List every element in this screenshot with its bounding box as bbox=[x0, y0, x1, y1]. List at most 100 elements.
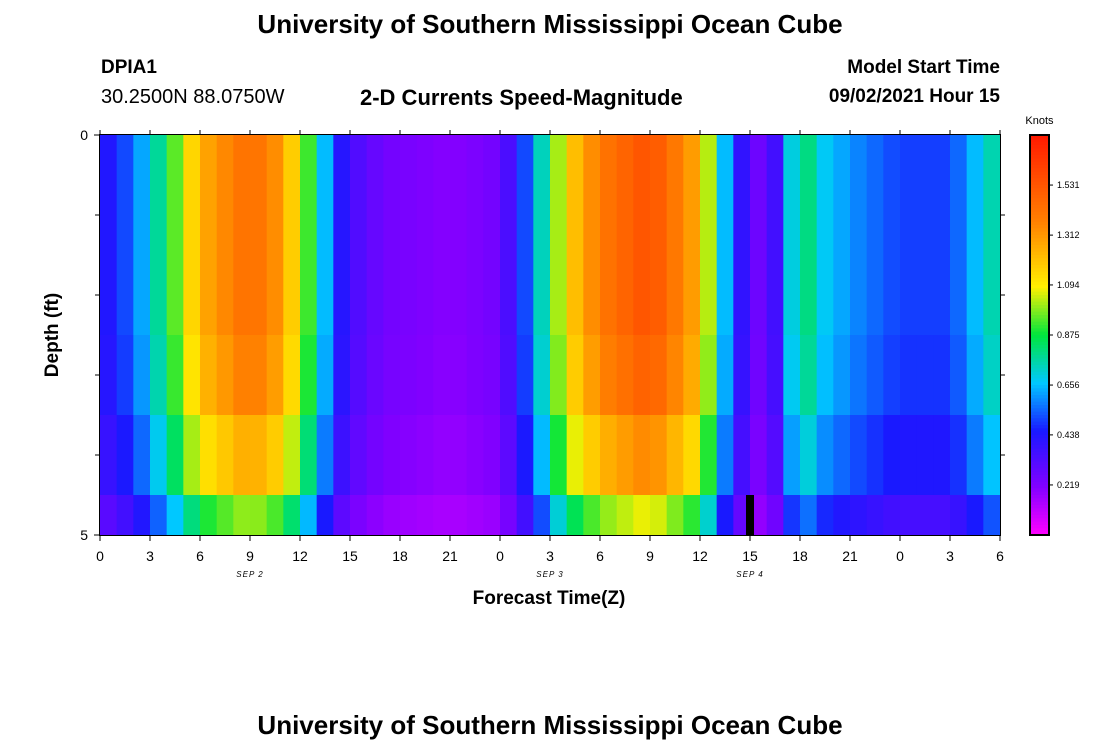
colorbar-segment bbox=[1030, 211, 1049, 216]
colorbar-unit: Knots bbox=[1025, 115, 1054, 127]
heatmap-cell bbox=[150, 135, 168, 176]
heatmap-cell bbox=[816, 175, 834, 256]
heatmap-cell bbox=[500, 175, 518, 256]
heatmap-cell bbox=[700, 335, 718, 416]
colorbar-segment bbox=[1030, 228, 1049, 233]
heatmap-cell bbox=[383, 335, 401, 416]
heatmap-cell bbox=[566, 135, 584, 176]
heatmap-cell bbox=[700, 495, 718, 536]
colorbar-segment bbox=[1030, 185, 1049, 189]
colorbar-segment bbox=[1030, 378, 1049, 383]
x-tick-label: 6 bbox=[196, 548, 204, 564]
heatmap-cell bbox=[183, 255, 201, 336]
heatmap-cell bbox=[250, 255, 268, 336]
heatmap-cell bbox=[850, 335, 868, 416]
heatmap-cell bbox=[733, 135, 751, 176]
colorbar-segment bbox=[1030, 348, 1049, 353]
heatmap-cell bbox=[716, 335, 734, 416]
colorbar-segment bbox=[1030, 268, 1049, 273]
heatmap-cell bbox=[133, 415, 151, 496]
heatmap-cell bbox=[216, 415, 234, 496]
heatmap-cell bbox=[250, 495, 268, 536]
y-axis-title: Depth (ft) bbox=[42, 293, 63, 377]
heatmap-cell bbox=[900, 415, 918, 496]
heatmap-cell bbox=[750, 175, 768, 256]
heatmap-cell bbox=[550, 335, 568, 416]
colorbar-segment bbox=[1030, 461, 1049, 466]
heatmap-cell bbox=[266, 415, 284, 496]
heatmap-cell bbox=[250, 135, 268, 176]
colorbar-segment bbox=[1030, 175, 1049, 179]
colorbar-segment bbox=[1030, 178, 1049, 183]
heatmap-cell bbox=[416, 335, 434, 416]
heatmap-cell bbox=[616, 175, 634, 256]
heatmap-cell bbox=[166, 255, 184, 336]
heatmap-cell bbox=[983, 135, 1001, 176]
heatmap-cell bbox=[833, 135, 851, 176]
heatmap-cell bbox=[300, 335, 318, 416]
heatmap-cell bbox=[300, 255, 318, 336]
heatmap-cell bbox=[550, 135, 568, 176]
heatmap-cell bbox=[483, 175, 501, 256]
heatmap-cell bbox=[800, 335, 818, 416]
heatmap-cell bbox=[866, 255, 884, 336]
heatmap-cell bbox=[650, 415, 668, 496]
colorbar-segment bbox=[1030, 415, 1049, 419]
heatmap-cell bbox=[700, 175, 718, 256]
heatmap-cell bbox=[333, 175, 351, 256]
colorbar-segment bbox=[1030, 341, 1049, 346]
heatmap-cell bbox=[900, 175, 918, 256]
heatmap-cell bbox=[400, 415, 418, 496]
heatmap-cell bbox=[683, 335, 701, 416]
heatmap-cell bbox=[683, 135, 701, 176]
heatmap-cell bbox=[916, 335, 934, 416]
heatmap-cell bbox=[150, 255, 168, 336]
x-date-label: SEP 2 bbox=[236, 570, 263, 579]
x-tick-label: 0 bbox=[896, 548, 904, 564]
heatmap-cell bbox=[766, 335, 784, 416]
heatmap-cell bbox=[850, 255, 868, 336]
heatmap-cell bbox=[100, 255, 118, 336]
colorbar-segment bbox=[1030, 245, 1049, 249]
colorbar-segment bbox=[1030, 295, 1049, 299]
colorbar-segment bbox=[1030, 381, 1049, 386]
heatmap-cell bbox=[366, 495, 384, 536]
colorbar-segment bbox=[1030, 391, 1049, 396]
heatmap-cell bbox=[850, 135, 868, 176]
heatmap-cell bbox=[550, 175, 568, 256]
heatmap-cell bbox=[650, 255, 668, 336]
heatmap-cell bbox=[233, 135, 251, 176]
colorbar-segment bbox=[1030, 308, 1049, 313]
heatmap-cell bbox=[966, 415, 984, 496]
heatmap-cell bbox=[333, 415, 351, 496]
heatmap-cell bbox=[383, 255, 401, 336]
colorbar-segment bbox=[1030, 508, 1049, 513]
heatmap-cell bbox=[383, 495, 401, 536]
heatmap-cell bbox=[433, 335, 451, 416]
heatmap-cell bbox=[766, 135, 784, 176]
heatmap-cell bbox=[783, 335, 801, 416]
colorbar-label: 0.875 bbox=[1057, 330, 1080, 340]
colorbar-segment bbox=[1030, 298, 1049, 303]
heatmap-cell bbox=[416, 415, 434, 496]
heatmap-cell bbox=[183, 335, 201, 416]
heatmap-cell bbox=[483, 335, 501, 416]
colorbar-segment bbox=[1030, 475, 1049, 479]
colorbar-segment bbox=[1030, 485, 1049, 489]
heatmap-cell bbox=[266, 135, 284, 176]
heatmap-cell bbox=[966, 175, 984, 256]
colorbar-segment bbox=[1030, 155, 1049, 159]
heatmap-cell bbox=[466, 255, 484, 336]
heatmap-cell bbox=[416, 135, 434, 176]
x-tick-label: 0 bbox=[496, 548, 504, 564]
colorbar-label: 1.094 bbox=[1057, 280, 1080, 290]
heatmap-cell bbox=[816, 415, 834, 496]
heatmap-cell bbox=[250, 175, 268, 256]
heatmap-cell bbox=[466, 415, 484, 496]
heatmap-cell bbox=[533, 175, 551, 256]
heatmap-cell bbox=[283, 255, 301, 336]
current-time-bar bbox=[746, 495, 754, 535]
heatmap-cell bbox=[766, 415, 784, 496]
colorbar-segment bbox=[1030, 288, 1049, 293]
heatmap-cell bbox=[133, 495, 151, 536]
